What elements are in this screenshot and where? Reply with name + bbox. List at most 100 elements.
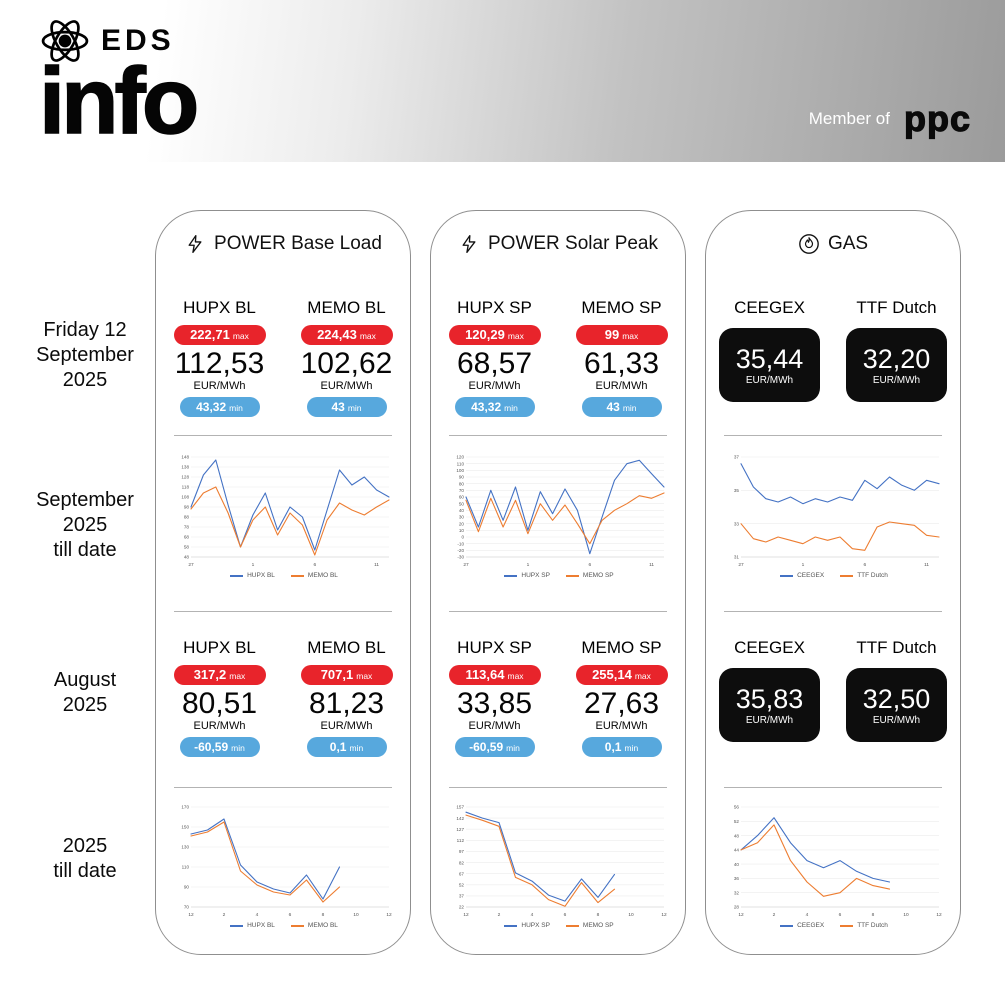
price-value: 33,85 <box>456 687 533 720</box>
friday-prices-base-load: HUPX BL 222,71 max 112,53 EUR/MWh 43,32 … <box>156 297 410 417</box>
max-pill: 99 max <box>575 325 668 345</box>
min-pill: 0,1 min <box>581 737 662 757</box>
svg-text:8: 8 <box>872 912 875 918</box>
gas-price-box: 35,83 EUR/MWh <box>719 668 820 742</box>
max-pill: 317,2 max <box>173 665 266 685</box>
section-divider <box>449 787 667 788</box>
price-unit: EUR/MWh <box>468 720 521 732</box>
price-card: CEEGEX 35,44 EUR/MWh <box>706 297 833 402</box>
svg-text:52: 52 <box>459 883 465 888</box>
price-card: MEMO BL 707,1 max 81,23 EUR/MWh 0,1 min <box>283 637 410 757</box>
section-divider <box>174 435 392 436</box>
price-unit: EUR/MWh <box>595 380 648 392</box>
svg-text:150: 150 <box>181 825 189 830</box>
legend-item: HUPX SP <box>504 922 550 929</box>
member-of-label: Member of <box>808 109 890 128</box>
svg-text:12: 12 <box>463 912 469 918</box>
svg-text:-20: -20 <box>457 548 464 553</box>
row-label-september-till-date: September 2025 till date <box>36 489 134 561</box>
svg-text:130: 130 <box>181 845 189 850</box>
svg-text:12: 12 <box>661 912 667 918</box>
price-value: 27,63 <box>583 687 660 720</box>
svg-text:1: 1 <box>527 562 530 568</box>
svg-text:36: 36 <box>734 876 740 881</box>
chart-legend: HUPX BL MEMO BL <box>173 922 395 929</box>
svg-text:90: 90 <box>459 475 465 480</box>
svg-text:1: 1 <box>802 562 805 568</box>
legend-item: TTF Dutch <box>840 572 888 579</box>
svg-text:31: 31 <box>734 555 740 560</box>
svg-text:22: 22 <box>459 905 465 910</box>
chart-gas-september: 37 35 33 31 27 1 6 11 CEEGEX TTF Dutch <box>723 453 945 579</box>
price-unit: EUR/MWh <box>872 374 921 386</box>
price-unit: EUR/MWh <box>745 374 794 386</box>
instrument-name: HUPX BL <box>183 298 256 317</box>
price-unit: EUR/MWh <box>468 380 521 392</box>
svg-text:82: 82 <box>459 860 465 865</box>
price-card: HUPX SP 120,29 max 68,57 EUR/MWh 43,32 m… <box>431 297 558 417</box>
legend-item: CEEGEX <box>780 572 824 579</box>
header-band: EDS info Member of ppc <box>0 0 1005 162</box>
section-divider <box>449 611 667 612</box>
august-prices-gas: CEEGEX 35,83 EUR/MWh TTF Dutch 32,50 EUR… <box>706 637 960 742</box>
svg-text:6: 6 <box>863 562 866 568</box>
svg-text:37: 37 <box>459 894 465 899</box>
svg-text:30: 30 <box>459 515 465 520</box>
row-label-august: August 2025 <box>53 669 117 716</box>
instrument-name: HUPX SP <box>457 298 532 317</box>
legend-item: TTF Dutch <box>840 922 888 929</box>
svg-text:12: 12 <box>188 912 194 918</box>
chart-legend: CEEGEX TTF Dutch <box>723 572 945 579</box>
svg-text:2: 2 <box>498 912 501 918</box>
svg-text:67: 67 <box>459 871 465 876</box>
row-label-2025-till-date: 2025 till date <box>53 835 117 882</box>
lightning-icon <box>458 233 480 255</box>
brand-eds-text: EDS <box>101 24 175 57</box>
friday-prices-gas: CEEGEX 35,44 EUR/MWh TTF Dutch 32,20 EUR… <box>706 297 960 402</box>
instrument-name: MEMO BL <box>307 638 386 657</box>
price-unit: EUR/MWh <box>745 714 794 726</box>
gas-price-box: 32,50 EUR/MWh <box>846 668 947 742</box>
legend-item: MEMO BL <box>290 572 338 579</box>
price-card: MEMO SP 99 max 61,33 EUR/MWh 43 min <box>558 297 685 417</box>
price-unit: EUR/MWh <box>872 714 921 726</box>
svg-text:11: 11 <box>374 562 379 568</box>
svg-text:100: 100 <box>456 468 464 473</box>
svg-text:98: 98 <box>184 505 190 510</box>
price-unit: EUR/MWh <box>193 380 246 392</box>
legend-item: HUPX BL <box>230 922 275 929</box>
section-divider <box>174 787 392 788</box>
svg-text:127: 127 <box>456 827 464 832</box>
svg-text:108: 108 <box>181 495 189 500</box>
svg-text:0: 0 <box>461 535 464 540</box>
svg-text:50: 50 <box>459 501 465 506</box>
line-chart: 56 52 48 44 40 36 32 28 12 2 4 6 8 10 12 <box>734 805 942 918</box>
min-pill: 43 min <box>306 397 387 417</box>
svg-text:52: 52 <box>734 819 740 824</box>
svg-text:110: 110 <box>457 461 465 466</box>
svg-text:-10: -10 <box>457 541 464 546</box>
svg-text:35: 35 <box>734 488 740 493</box>
price-unit: EUR/MWh <box>595 720 648 732</box>
panel-title-text: GAS <box>827 233 869 254</box>
chart-legend: HUPX SP MEMO SP <box>448 572 670 579</box>
svg-text:58: 58 <box>184 545 190 550</box>
svg-text:12: 12 <box>738 912 744 918</box>
price-unit: EUR/MWh <box>320 720 373 732</box>
instrument-name: TTF Dutch <box>856 638 937 657</box>
svg-text:33: 33 <box>734 521 740 526</box>
panel-title-gas: GAS <box>706 233 960 255</box>
svg-text:90: 90 <box>184 885 190 890</box>
price-value: 80,51 <box>181 687 258 720</box>
price-value: 32,50 <box>862 683 931 714</box>
section-divider <box>174 611 392 612</box>
legend-item: MEMO SP <box>565 572 614 579</box>
svg-text:10: 10 <box>459 528 465 533</box>
min-pill: -60,59 min <box>179 737 260 757</box>
max-pill: 707,1 max <box>300 665 393 685</box>
max-pill: 222,71 max <box>173 325 266 345</box>
chart-solar-peak-2025: 157 142 127 112 97 82 67 52 37 22 12 2 4 6 8 10 12 HUPX … <box>448 803 670 929</box>
chart-legend: HUPX BL MEMO BL <box>173 572 395 579</box>
